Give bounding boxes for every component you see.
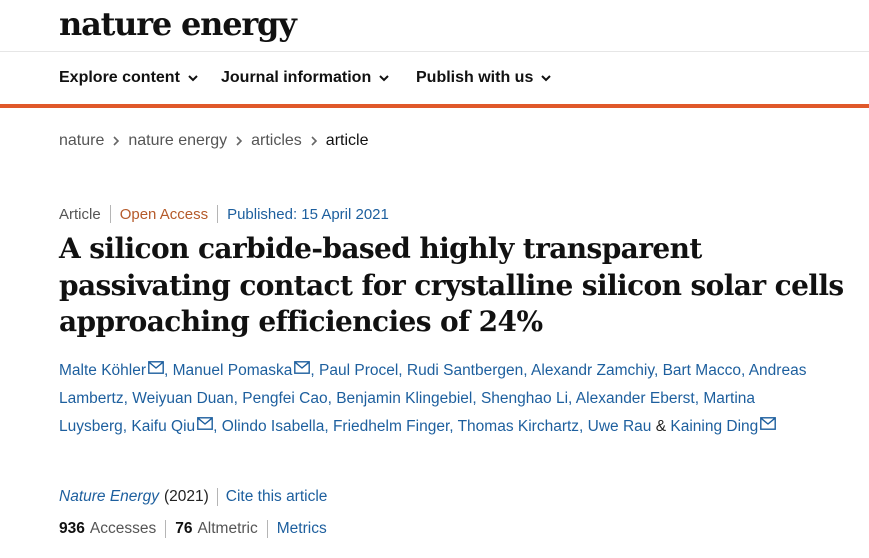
breadcrumb-item-current: article [325, 132, 369, 149]
author-link[interactable]: Alexandr Zamchiy [531, 362, 654, 379]
mail-icon[interactable] [294, 361, 311, 374]
author-link[interactable]: Martina Luysberg [59, 390, 756, 435]
nav-explore-content[interactable]: Explore content [59, 69, 199, 87]
author-separator: , [449, 418, 458, 435]
metrics-link[interactable]: Metrics [276, 520, 327, 537]
breadcrumb-item-articles[interactable]: articles [251, 132, 302, 149]
article-meta: Article Open Access Published: 15 April … [59, 205, 389, 223]
cite-this-article-link[interactable]: Cite this article [225, 488, 328, 505]
main-nav: Explore content Journal information Publ… [0, 53, 869, 108]
author-link[interactable]: Pengfei Cao [242, 390, 328, 407]
breadcrumb-item-nature[interactable]: nature [59, 132, 105, 149]
article-metrics: 936 Accesses 76 Altmetric Metrics [59, 520, 327, 538]
accesses-label: Accesses [89, 520, 157, 537]
author-separator: , [694, 390, 704, 407]
author-link[interactable]: Kaifu Qiu [131, 418, 196, 435]
author-link[interactable]: Malte Köhler [59, 362, 147, 379]
journal-logo[interactable]: nature energy [59, 5, 297, 43]
chevron-down-icon [378, 72, 390, 84]
breadcrumb: nature nature energy articles article [59, 132, 368, 150]
author-link[interactable]: Rudi Santbergen [406, 362, 524, 379]
author-separator: , [523, 362, 532, 379]
chevron-right-icon [227, 132, 251, 150]
author-link[interactable]: Friedhelm Finger [332, 418, 450, 435]
author-link[interactable]: Andreas Lambertz [59, 362, 807, 407]
divider [217, 205, 219, 223]
author-list: Malte Köhler, Manuel Pomaska, Paul Proce… [59, 357, 819, 441]
chevron-down-icon [540, 72, 552, 84]
author-link[interactable]: Olindo Isabella [221, 418, 325, 435]
author-separator: , [233, 390, 243, 407]
author-separator: , [327, 390, 337, 407]
journal-info: Nature Energy (2021) Cite this article [59, 488, 327, 506]
mail-icon[interactable] [760, 417, 777, 430]
author-separator: , [213, 418, 222, 435]
nav-publish-with-us[interactable]: Publish with us [416, 69, 552, 87]
article-type: Article [59, 205, 101, 223]
nav-item-label: Journal information [221, 69, 372, 86]
published-date: Published: 15 April 2021 [227, 205, 389, 223]
author-separator: , [398, 362, 407, 379]
author-separator: , [568, 390, 576, 407]
divider [266, 520, 268, 538]
author-separator: , [653, 362, 663, 379]
nav-item-label: Explore content [59, 69, 180, 86]
author-link[interactable]: Bart Macco [662, 362, 741, 379]
mail-icon[interactable] [148, 361, 164, 374]
author-link[interactable]: Alexander Eberst [575, 390, 695, 407]
divider [109, 205, 111, 223]
author-separator: , [310, 362, 320, 379]
author-link[interactable]: Shenghao Li [480, 390, 569, 407]
chevron-right-icon [302, 132, 326, 150]
author-link[interactable]: Paul Procel [319, 362, 399, 379]
author-separator: , [472, 390, 481, 407]
article-title: A silicon carbide-based highly transpare… [59, 232, 844, 338]
breadcrumb-item-nature-energy[interactable]: nature energy [128, 132, 228, 149]
divider [165, 520, 167, 538]
author-link[interactable]: Weiyuan Duan [132, 390, 234, 407]
altmetric-label: Altmetric [197, 520, 258, 537]
altmetric-count: 76 [175, 520, 193, 537]
nav-item-label: Publish with us [416, 69, 534, 86]
publication-year: (2021) [163, 488, 209, 505]
author-separator: , [164, 362, 173, 379]
author-separator: , [123, 390, 133, 407]
author-link[interactable]: Kaining Ding [670, 418, 759, 435]
accesses-count: 936 [59, 520, 85, 537]
author-separator: , [740, 362, 749, 379]
author-link[interactable]: Benjamin Klingebiel [336, 390, 473, 407]
author-separator: , [579, 418, 588, 435]
author-link[interactable]: Uwe Rau [587, 418, 652, 435]
author-link[interactable]: Manuel Pomaska [172, 362, 293, 379]
chevron-right-icon [104, 132, 128, 150]
divider [216, 488, 218, 506]
author-last-joiner: & [651, 418, 671, 435]
author-link[interactable]: Thomas Kirchartz [457, 418, 580, 435]
site-header: nature energy [0, 0, 869, 52]
open-access-label[interactable]: Open Access [119, 205, 209, 223]
author-separator: , [122, 418, 132, 435]
journal-name[interactable]: Nature Energy [59, 488, 159, 505]
nav-journal-information[interactable]: Journal information [221, 69, 390, 87]
mail-icon[interactable] [197, 417, 214, 430]
chevron-down-icon [187, 72, 199, 84]
author-separator: , [324, 418, 333, 435]
